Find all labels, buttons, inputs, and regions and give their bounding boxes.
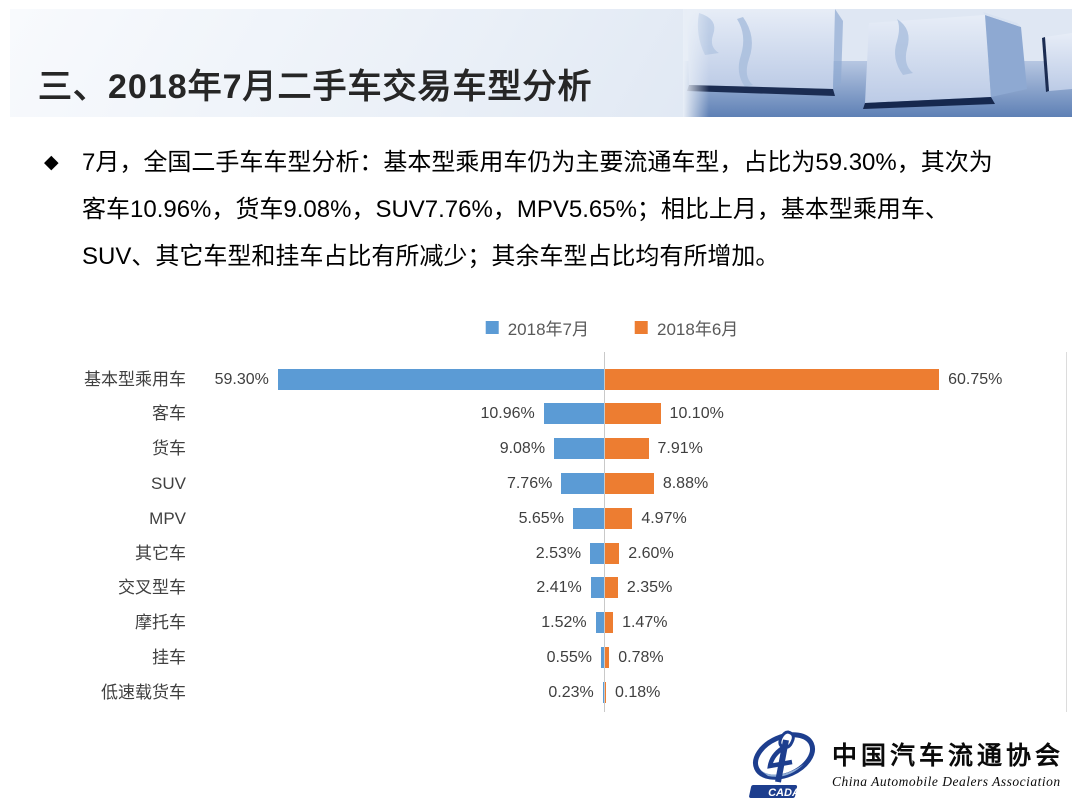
left-bar [277,368,604,390]
legend-label-july: 2018年7月 [507,320,589,339]
left-value-label: 7.76% [506,474,553,492]
category-label: SUV [151,473,186,493]
category-label: 其它车 [135,543,186,563]
bullet-block: ◆ 7月，全国二手车车型分析：基本型乘用车仍为主要流通车型，占比为59.30%，… [44,139,1029,280]
chart-legend: 2018年7月 2018年6月 [485,315,738,340]
header: 三、2018年7月二手车交易车型分析 [10,9,1072,117]
logo-name-cn: 中国汽车流通协会 [831,743,1064,770]
right-value-label: 2.35% [626,579,673,597]
header-cubes-graphic [683,9,1072,117]
right-value-label: 60.75% [948,370,1003,388]
left-bar [595,612,604,634]
right-value-label: 10.10% [669,405,724,423]
right-bar [605,681,606,703]
left-value-label: 0.55% [546,648,592,666]
left-value-label: 5.65% [518,509,564,527]
right-bar [605,577,618,599]
cada-emblem-icon: CADA [749,730,815,799]
left-value-label: 10.96% [480,405,535,423]
category-label: 客车 [152,404,186,424]
left-value-label: 0.23% [548,683,594,701]
left-value-label: 1.52% [541,614,587,632]
right-value-label: 1.47% [622,614,668,632]
bullet-text-line: 7月，全国二手车车型分析：基本型乘用车仍为主要流通车型，占比为59.30%，其次… [82,149,993,176]
right-value-label: 2.60% [628,544,674,562]
right-value-label: 4.97% [641,509,687,527]
right-bar [605,472,654,494]
legend-swatch-june-icon [635,321,648,334]
right-value-label: 8.88% [662,474,709,492]
category-label: 货车 [152,439,186,459]
left-bar [590,542,604,564]
right-bar [605,403,661,425]
left-bar [602,681,604,703]
plot-right-border [1066,352,1067,712]
right-bar [605,368,940,390]
category-label: 挂车 [152,647,186,667]
right-value-label: 0.78% [618,648,664,666]
left-bar [572,507,604,529]
left-value-label: 9.08% [499,440,546,458]
bullet-text: 7月，全国二手车车型分析：基本型乘用车仍为主要流通车型，占比为59.30%，其次… [82,139,1029,280]
left-bar [554,438,604,460]
tornado-bar-chart: 2018年7月 2018年6月 基本型乘用车 59.30% 60.75% 客车 10.9… [0,320,1072,714]
category-label: 基本型乘用车 [84,369,186,389]
left-value-label: 2.41% [536,579,582,597]
page-title: 三、2018年7月二手车交易车型分析 [38,68,593,106]
left-bar [543,403,604,425]
right-bar [605,542,620,564]
category-label: 交叉型车 [118,578,186,598]
legend-item-2018-06: 2018年6月 [635,315,738,340]
left-bar [590,577,604,599]
legend-item-2018-07: 2018年7月 [485,315,589,340]
bullet-text-line: 客车10.96%，货车9.08%，SUV7.76%，MPV5.65%；相比上月，… [82,196,949,223]
left-bar [600,646,604,668]
logo-text: 中国汽车流通协会 China Automobile Dealers Associ… [832,736,1064,790]
cada-logo: CADA 中国汽车流通协会 China Automobile Dealers A… [748,726,1064,800]
bullet-diamond-icon: ◆ [44,152,59,173]
right-bar [605,646,610,668]
left-value-label: 59.30% [214,370,269,388]
right-bar [605,612,614,634]
legend-swatch-july-icon [485,321,499,334]
bullet-text-line: SUV、其它车型和挂车占比有所减少；其余车型占比均有所增加。 [82,243,780,270]
left-value-label: 2.53% [535,544,582,562]
right-value-label: 0.18% [615,683,661,701]
category-label: 低速载货车 [101,682,186,702]
right-bar [605,438,649,460]
right-bar [605,507,633,529]
left-bar [561,472,604,494]
legend-label-june: 2018年6月 [657,320,739,339]
right-value-label: 7.91% [657,440,703,458]
category-label: 摩托车 [135,613,186,633]
cada-acronym: CADA [768,787,800,799]
center-axis-line [604,352,605,712]
category-label: MPV [149,508,186,528]
logo-name-en: China Automobile Dealers Association [831,774,1061,789]
